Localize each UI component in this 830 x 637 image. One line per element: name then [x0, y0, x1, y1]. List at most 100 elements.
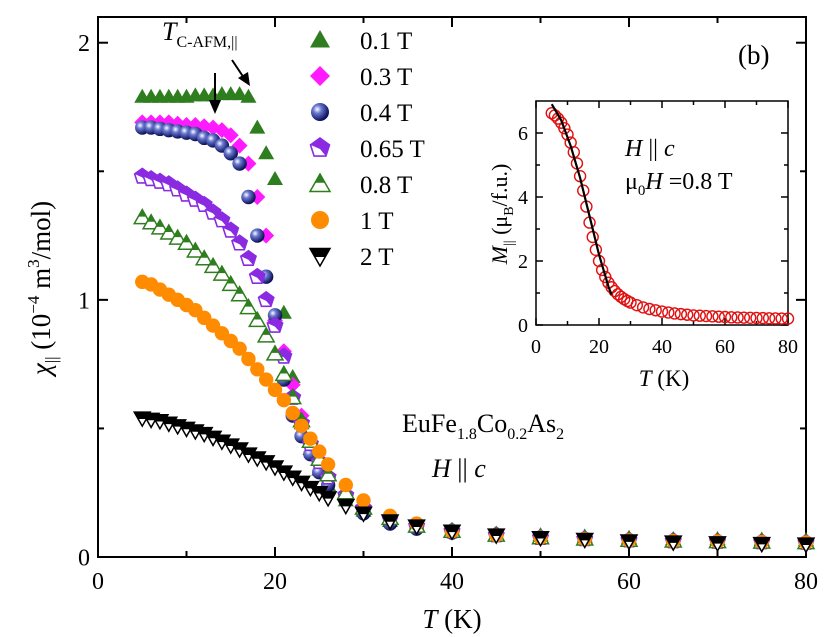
inset-data-point: [725, 311, 738, 324]
x-tick-label: 80: [794, 569, 818, 595]
data-point: [212, 264, 232, 281]
data-point: [141, 213, 161, 230]
inset-data-point: [618, 292, 631, 306]
data-point: [150, 218, 170, 235]
data-point: [266, 316, 284, 333]
inset-data-point: [662, 306, 675, 319]
data-point: [318, 491, 338, 508]
inset-y-axis-label: M|| (μB/f.u.): [487, 164, 517, 266]
data-point: [320, 457, 336, 472]
x-tick-label: 0: [92, 569, 104, 595]
data-point: [250, 228, 265, 243]
data-point: [241, 189, 256, 205]
data-point: [230, 285, 249, 302]
inset-data-point: [762, 312, 776, 325]
x-tick-label: 40: [440, 569, 464, 595]
data-point: [186, 241, 205, 258]
data-point: [249, 119, 266, 134]
y-tick-label: 4: [518, 187, 528, 209]
inset-data-point: [756, 311, 769, 325]
data-point: [267, 308, 283, 323]
data-point: [380, 514, 400, 531]
inset-data-point: [636, 301, 650, 314]
inset-data-point: [643, 302, 656, 316]
data-point: [354, 506, 373, 523]
legend-label: 0.1 T: [360, 28, 412, 55]
x-tick-label: 60: [715, 336, 735, 358]
x-tick-label: 60: [617, 569, 641, 595]
legend-marker: [311, 211, 329, 229]
data-point: [240, 88, 257, 103]
legend-marker: [310, 30, 330, 48]
data-point: [222, 127, 239, 144]
data-point: [486, 528, 506, 545]
inset-ticks: 0 20 40 60 80 0 2 4 6: [518, 101, 798, 358]
data-point: [258, 372, 274, 387]
data-point: [177, 233, 196, 251]
legend-label: 2 T: [360, 244, 394, 271]
inset-data-point: [731, 311, 744, 324]
legend-marker: [310, 66, 330, 86]
data-point: [231, 234, 249, 251]
transition-arrow-diag-head: [238, 72, 250, 86]
data-point: [250, 362, 265, 377]
inset-data-point: [687, 309, 700, 322]
data-point: [336, 498, 356, 516]
data-point: [257, 290, 275, 308]
legend-label: 1 T: [360, 208, 394, 235]
main-y-axis-label: χ|| (10−4 m3/mol): [24, 201, 61, 378]
inset-data-point: [693, 309, 706, 322]
data-point: [256, 326, 276, 343]
data-point: [239, 249, 257, 266]
y-tick-label: 2: [78, 31, 90, 57]
data-point: [194, 249, 214, 266]
x-tick-label: 40: [652, 336, 672, 358]
series-2-T: [132, 411, 816, 554]
data-point: [241, 351, 256, 367]
data-point: [274, 364, 294, 382]
inset-x-axis-label: T (K): [639, 366, 689, 391]
inset-series-layer: [545, 103, 795, 325]
inset-data-point: [769, 312, 782, 325]
data-point: [531, 530, 550, 548]
legend: 0.1 T 0.3 T 0.4 T 0.65 T 0.8 T 1 T 2 T: [308, 28, 425, 271]
data-point: [267, 171, 283, 185]
data-point: [248, 310, 267, 328]
inset-data-point: [630, 298, 643, 312]
data-point: [303, 431, 318, 446]
inset-data-point: [699, 309, 713, 323]
inset-data-point: [712, 310, 725, 323]
data-point: [663, 535, 683, 552]
data-point: [338, 477, 353, 493]
transition-arrow-diag: [231, 59, 245, 79]
data-point: [168, 228, 187, 245]
data-point: [356, 493, 371, 508]
main-ticks: 0 20 40 60 80 0 1 2: [78, 17, 818, 595]
data-point: [196, 118, 213, 135]
inset-fit-line: [550, 103, 613, 296]
x-tick-label: 0: [531, 336, 541, 358]
inset-data-point: [649, 304, 662, 317]
inset-data-point: [558, 121, 571, 135]
data-point: [267, 382, 283, 398]
legend-label: 0.65 T: [360, 136, 425, 163]
data-point: [285, 405, 300, 421]
inset-data-point: [624, 296, 637, 309]
transition-arrow-down-head: [209, 100, 221, 114]
panel-label: (b): [738, 40, 769, 70]
y-tick-label: 6: [518, 123, 528, 145]
data-point: [132, 208, 152, 225]
legend-label: 0.4 T: [360, 100, 412, 127]
inset-data-point: [655, 305, 669, 318]
inset-data-point: [577, 184, 590, 197]
inset-background: [526, 94, 796, 326]
x-tick-label: 20: [589, 336, 609, 358]
data-point: [575, 532, 595, 550]
data-point: [708, 536, 727, 553]
inset-data-point: [775, 312, 788, 325]
legend-label: 0.8 T: [360, 172, 412, 199]
main-field-direction: H || c: [431, 454, 486, 483]
data-point: [442, 524, 462, 541]
y-tick-label: 1: [78, 288, 90, 314]
